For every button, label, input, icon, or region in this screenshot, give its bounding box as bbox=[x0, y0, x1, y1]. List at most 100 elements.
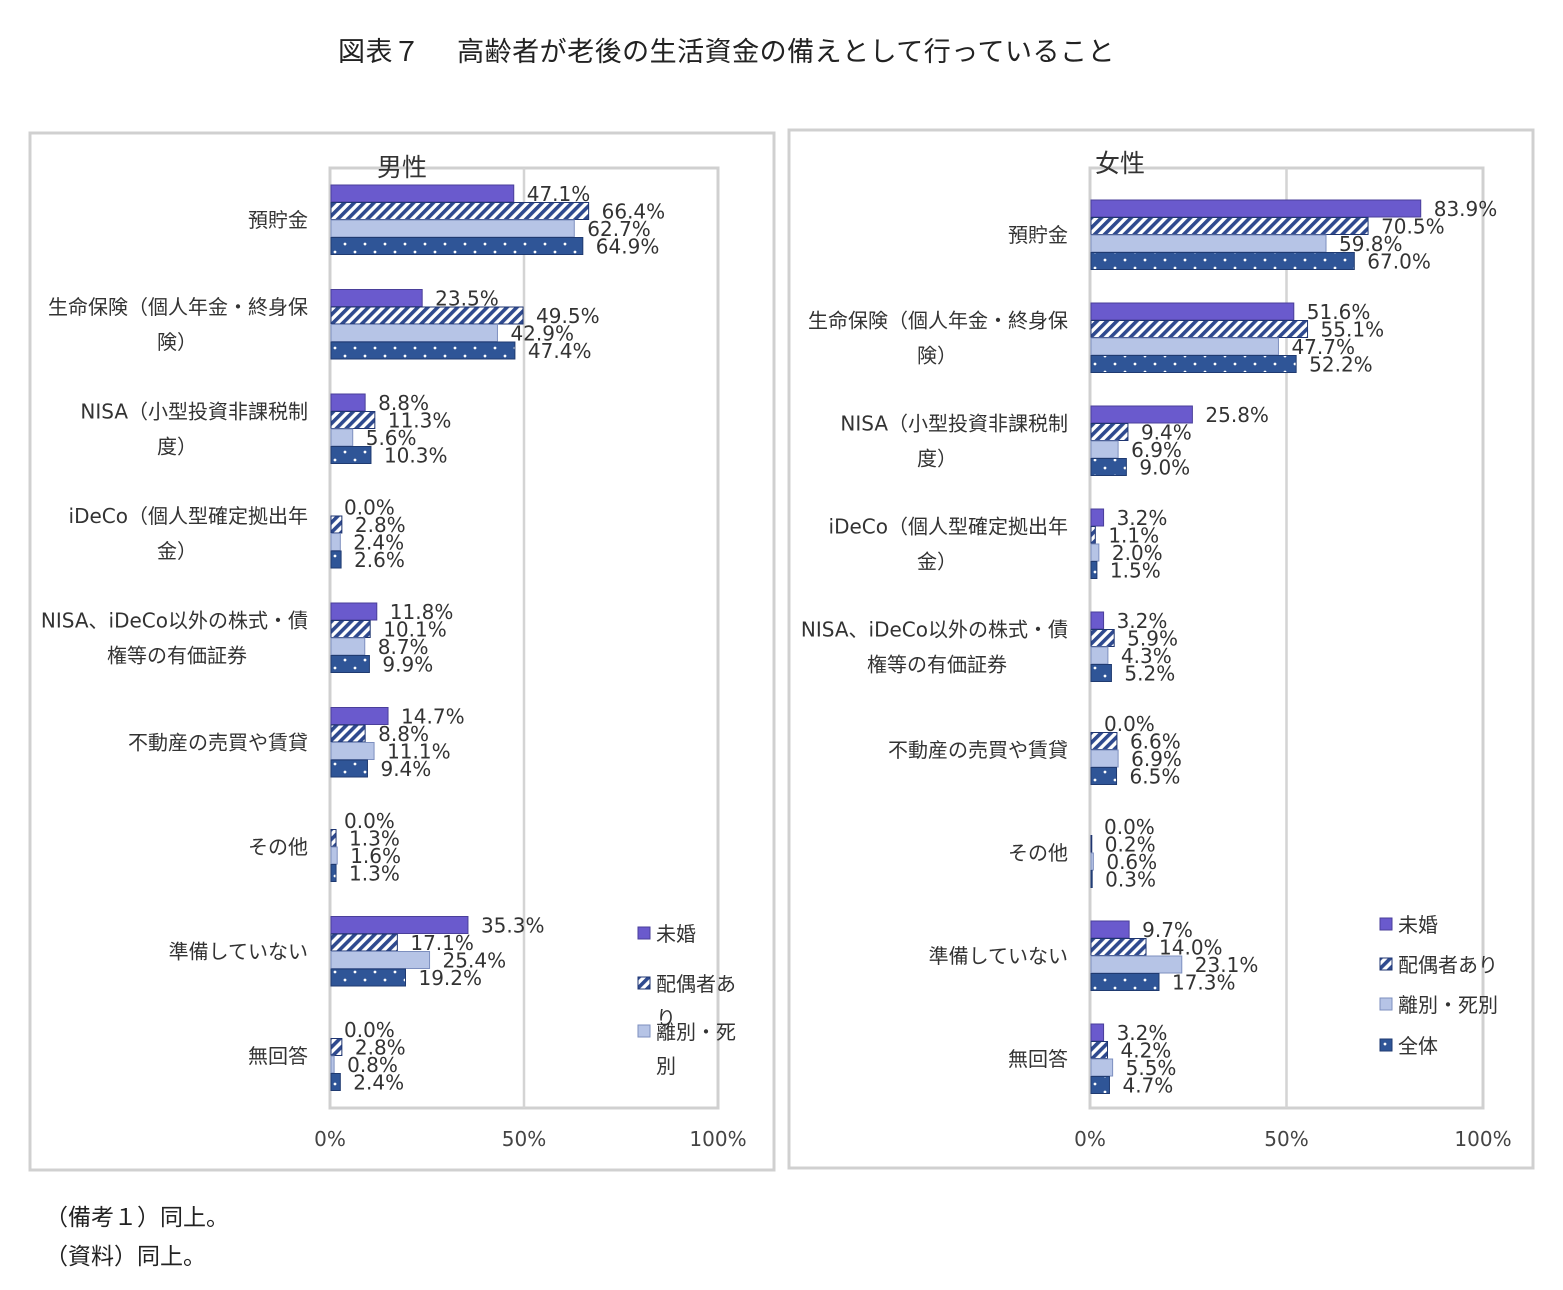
data-label: 62.7% bbox=[587, 217, 651, 241]
bar-未婚 bbox=[1090, 302, 1295, 321]
data-label: 4.7% bbox=[1122, 1074, 1173, 1098]
legend-swatch bbox=[1379, 1038, 1393, 1052]
data-label: 1.3% bbox=[349, 827, 400, 851]
data-label: 1.1% bbox=[1108, 524, 1159, 548]
data-label: 47.7% bbox=[1291, 335, 1355, 359]
data-label: 11.3% bbox=[388, 409, 452, 433]
category-label: 権等の有価証券 bbox=[867, 653, 1007, 677]
category-label: 金） bbox=[157, 539, 197, 563]
category-label: NISA、iDeCo以外の株式・債 bbox=[801, 618, 1068, 642]
legend-swatch bbox=[1379, 917, 1393, 931]
data-label: 8.8% bbox=[378, 722, 429, 746]
bar-全体 bbox=[1090, 458, 1127, 476]
data-label: 66.4% bbox=[602, 200, 666, 224]
bar-配偶者あり bbox=[1090, 938, 1147, 956]
data-label: 8.8% bbox=[378, 391, 429, 415]
legend-label: 未婚 bbox=[656, 922, 696, 946]
female-panel: 女性0% 50% 100%預貯金83.9%70.5%59.8%67.0%生命保険（個… bbox=[787, 128, 1535, 1170]
data-label: 3.2% bbox=[1117, 609, 1168, 633]
data-label: 9.7% bbox=[1142, 918, 1193, 942]
bar-全体 bbox=[1090, 1076, 1110, 1094]
category-label: その他 bbox=[248, 835, 308, 859]
data-label: 9.9% bbox=[382, 653, 433, 677]
data-label: 35.3% bbox=[481, 914, 545, 938]
data-label: 2.8% bbox=[355, 1036, 406, 1060]
legend-label: 未婚 bbox=[1398, 913, 1438, 937]
bar-未婚 bbox=[330, 916, 469, 934]
bar-離別・死別 bbox=[1090, 852, 1094, 871]
bar-配偶者あり bbox=[330, 1038, 343, 1056]
data-label: 5.6% bbox=[366, 426, 417, 450]
data-label: 5.2% bbox=[1124, 662, 1175, 686]
bar-離別・死別 bbox=[330, 428, 354, 447]
bar-離別・死別 bbox=[1090, 543, 1100, 562]
bar-未婚 bbox=[330, 602, 378, 621]
bar-全体 bbox=[330, 550, 342, 569]
bar-配偶者あり bbox=[330, 306, 524, 325]
bar-配偶者あり bbox=[1090, 835, 1093, 853]
bar-離別・死別 bbox=[330, 533, 341, 551]
data-label: 2.0% bbox=[1112, 541, 1163, 565]
legend-label: 全体 bbox=[1398, 1034, 1438, 1058]
x-tick-label: 50% bbox=[1264, 1127, 1308, 1151]
data-label: 4.3% bbox=[1121, 644, 1172, 668]
bar-未婚 bbox=[330, 184, 515, 203]
bar-離別・死別 bbox=[330, 742, 375, 760]
data-label: 70.5% bbox=[1381, 215, 1445, 239]
data-label: 0.2% bbox=[1105, 833, 1156, 857]
data-label: 25.8% bbox=[1205, 403, 1269, 427]
data-label: 9.0% bbox=[1139, 456, 1190, 480]
category-label: 預貯金 bbox=[1008, 223, 1068, 247]
legend-label: 配偶者あり bbox=[1398, 953, 1498, 977]
bar-離別・死別 bbox=[330, 324, 498, 342]
x-tick-label: 0% bbox=[1074, 1127, 1106, 1151]
data-label: 6.9% bbox=[1131, 747, 1182, 771]
bar-離別・死別 bbox=[330, 219, 575, 238]
bar-未婚 bbox=[1090, 1023, 1105, 1042]
category-label: 生命保険（個人年金・終身保 bbox=[48, 295, 308, 319]
data-label: 6.5% bbox=[1130, 765, 1181, 789]
note-remarks: （備考１）同上。 bbox=[45, 1205, 229, 1231]
data-label: 0.0% bbox=[344, 1018, 395, 1042]
data-label: 64.9% bbox=[596, 235, 660, 259]
legend-label: 離別・死 bbox=[656, 1020, 736, 1044]
bar-未婚 bbox=[1090, 199, 1422, 218]
panel-frame bbox=[28, 131, 776, 1172]
data-label: 0.6% bbox=[1106, 850, 1157, 874]
category-label: iDeCo（個人型確定拠出年 bbox=[69, 504, 308, 528]
legend-label: り bbox=[656, 1006, 676, 1030]
data-label: 14.7% bbox=[401, 705, 465, 729]
bar-離別・死別 bbox=[330, 1055, 335, 1074]
bar-全体 bbox=[330, 864, 337, 882]
bar-離別・死別 bbox=[1090, 1058, 1114, 1077]
bar-全体 bbox=[330, 759, 368, 778]
legend-swatch bbox=[1379, 997, 1393, 1011]
data-label: 0.0% bbox=[344, 496, 395, 520]
note-source: （資料）同上。 bbox=[45, 1244, 206, 1270]
data-label: 10.3% bbox=[384, 444, 448, 468]
category-label: 準備していない bbox=[169, 940, 308, 964]
legend-label: 配偶者あ bbox=[656, 972, 736, 996]
male-panel: 男性0% 50% 100%預貯金47.1%66.4%62.7%64.9%生命保険（個… bbox=[28, 131, 776, 1172]
bar-全体 bbox=[1090, 973, 1160, 991]
x-tick-label: 100% bbox=[1454, 1127, 1511, 1151]
bar-離別・死別 bbox=[1090, 234, 1327, 253]
bar-離別・死別 bbox=[1090, 955, 1183, 974]
data-label: 11.8% bbox=[390, 600, 454, 624]
bar-全体 bbox=[1090, 355, 1297, 373]
data-label: 2.4% bbox=[353, 531, 404, 555]
category-label: NISA（小型投資非課税制 bbox=[80, 400, 308, 424]
category-label: 無回答 bbox=[1008, 1047, 1068, 1071]
category-label: 預貯金 bbox=[248, 208, 308, 232]
bar-全体 bbox=[1090, 664, 1112, 682]
data-label: 1.3% bbox=[349, 862, 400, 886]
figure-title: 図表７ 高齢者が老後の生活資金の備えとして行っていること bbox=[338, 37, 1115, 68]
data-label: 25.4% bbox=[443, 949, 507, 973]
bar-未婚 bbox=[1090, 920, 1130, 939]
data-label: 67.0% bbox=[1367, 250, 1431, 274]
category-label: その他 bbox=[1008, 841, 1068, 865]
data-label: 5.9% bbox=[1127, 627, 1178, 651]
bar-離別・死別 bbox=[1090, 749, 1119, 768]
data-label: 4.2% bbox=[1121, 1039, 1172, 1063]
